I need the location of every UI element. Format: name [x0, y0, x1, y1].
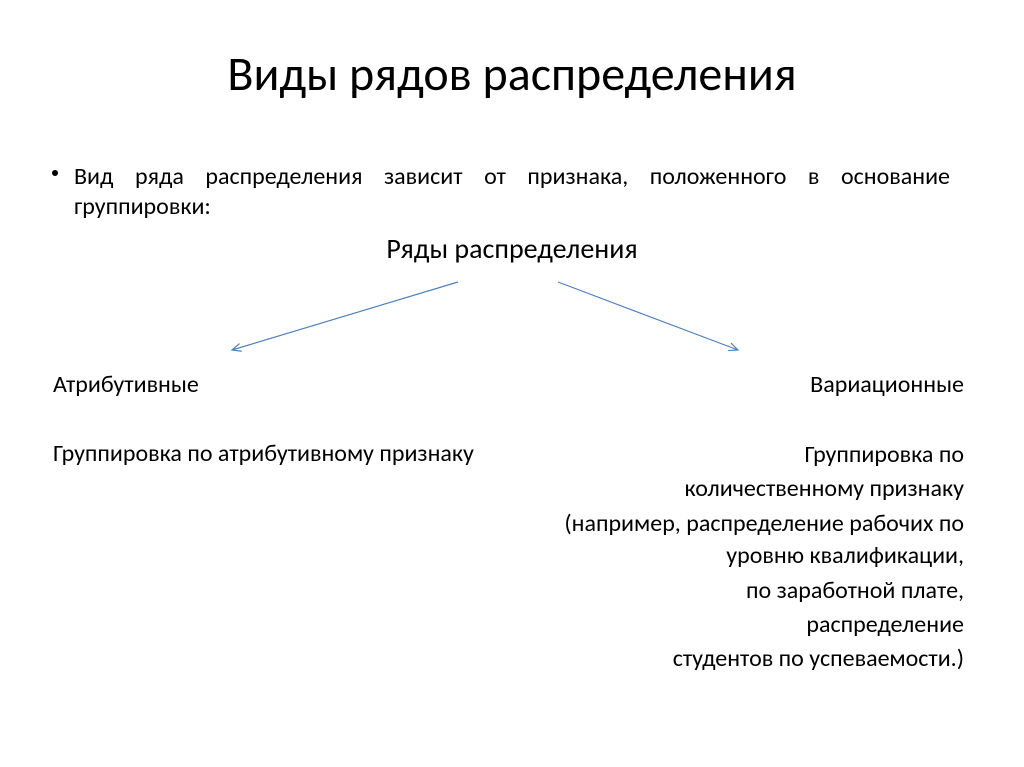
- right-line: Группировка по: [554, 439, 964, 471]
- intro-bullet: Вид ряда распределения зависит от призна…: [74, 162, 950, 222]
- right-line: (например, распределение рабочих по уров…: [554, 508, 964, 573]
- branch-arrows: [0, 276, 1024, 366]
- arrow-left: [232, 282, 458, 350]
- slide-title: Виды рядов распределения: [0, 44, 1024, 103]
- right-line: количественному признаку: [554, 473, 964, 505]
- branch-left-label: Атрибутивные: [53, 370, 199, 399]
- diagram-root-label: Ряды распределения: [0, 231, 1024, 266]
- branch-right-label: Вариационные: [810, 370, 964, 399]
- arrow-right: [558, 282, 738, 350]
- right-line: студентов по успеваемости.): [554, 643, 964, 675]
- right-line: по заработной плате,: [554, 575, 964, 607]
- slide: Виды рядов распределения Вид ряда распре…: [0, 0, 1024, 767]
- right-line: распределение: [554, 609, 964, 641]
- bullet-icon: [52, 170, 58, 176]
- branch-left-desc: Группировка по атрибутивному признаку: [53, 439, 474, 468]
- branch-right-desc: Группировка по количественному признаку …: [554, 439, 964, 678]
- intro-bullet-text: Вид ряда распределения зависит от призна…: [74, 162, 950, 221]
